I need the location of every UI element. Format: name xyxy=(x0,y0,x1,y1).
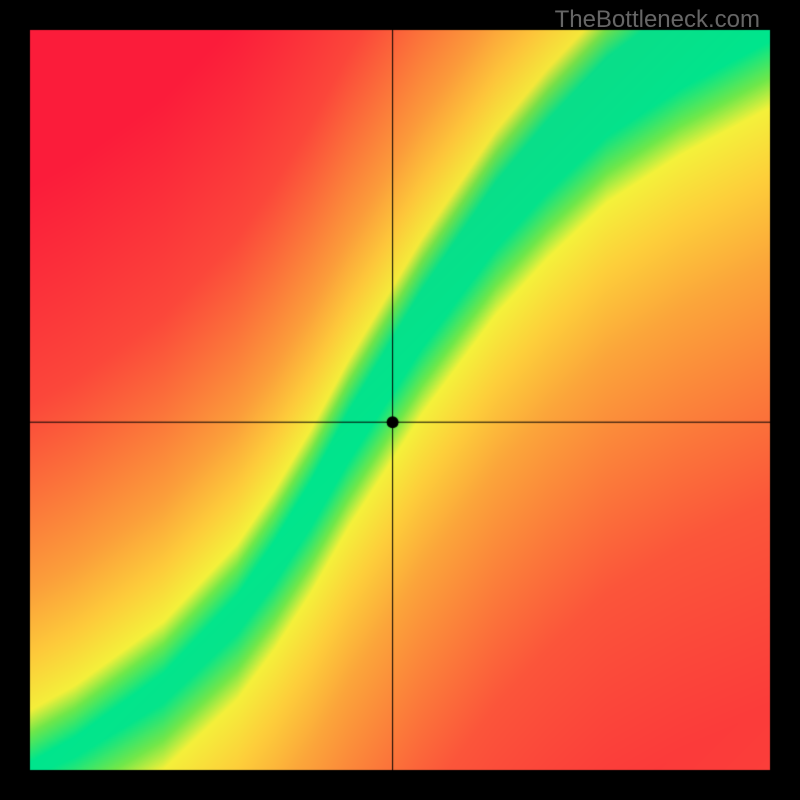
bottleneck-heatmap xyxy=(0,0,800,800)
watermark-text: TheBottleneck.com xyxy=(555,6,760,34)
chart-container: TheBottleneck.com xyxy=(0,0,800,800)
